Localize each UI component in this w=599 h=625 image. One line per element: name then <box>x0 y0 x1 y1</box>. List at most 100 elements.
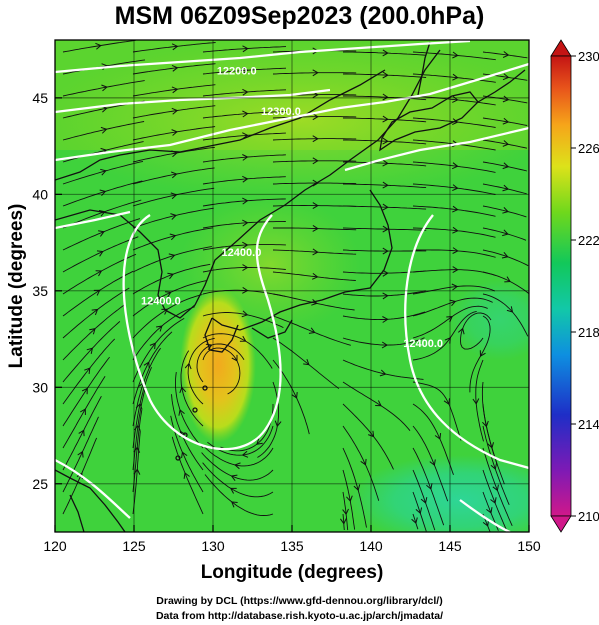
streamline-arrow <box>457 327 465 335</box>
y-tick-label: 25 <box>32 476 48 492</box>
wind-streamlines <box>62 40 529 532</box>
streamline <box>342 403 394 470</box>
streamline <box>342 381 411 431</box>
y-tick-label: 35 <box>32 283 48 299</box>
streamline <box>132 246 212 273</box>
streamline <box>272 138 357 141</box>
streamline <box>202 89 287 97</box>
streamline-arrow <box>143 361 150 369</box>
streamline-arrow <box>452 51 459 59</box>
streamline-arrow <box>492 484 499 492</box>
streamline-arrow <box>161 308 169 315</box>
coastlines <box>55 41 526 532</box>
streamline-arrow <box>502 95 510 103</box>
streamline-arrow <box>77 450 84 458</box>
streamline-arrow <box>167 272 175 280</box>
streamline <box>482 249 529 267</box>
streamline-arrow <box>312 113 319 121</box>
streamline-arrow <box>502 73 510 81</box>
streamline-arrow <box>100 168 107 176</box>
streamline-arrow <box>98 230 105 237</box>
credit-drawing: Drawing by DCL (https://www.gfd-dennou.o… <box>156 595 443 607</box>
streamline <box>62 141 144 163</box>
streamline-arrow <box>452 205 459 213</box>
streamline <box>412 227 496 238</box>
streamline <box>62 253 137 295</box>
streamline <box>273 227 357 231</box>
streamline <box>482 271 529 294</box>
colorbar-label: 210 <box>578 509 599 524</box>
streamline <box>62 160 144 185</box>
streamline-arrow <box>312 135 319 143</box>
colorbar-scale <box>550 55 572 517</box>
colorbar-label: 222 <box>578 233 599 248</box>
streamline-arrow <box>95 42 102 50</box>
streamline <box>343 51 427 56</box>
streamline-arrow <box>308 327 316 334</box>
streamline <box>412 73 496 83</box>
streamline <box>482 139 528 149</box>
streamline-arrow <box>242 264 249 272</box>
streamline-arrow <box>382 269 389 277</box>
streamline-arrow <box>504 276 511 283</box>
streamline <box>132 263 211 295</box>
streamline-arrow <box>171 86 179 94</box>
x-tick-label: 130 <box>201 538 225 554</box>
map-title: MSM 06Z09Sep2023 (200.0hPa) <box>114 2 485 30</box>
streamline-arrow <box>256 438 263 445</box>
streamline <box>202 333 273 369</box>
streamline-arrow <box>502 229 509 237</box>
streamline-arrow <box>353 484 361 492</box>
colorbar: 230 226 222 218 214 210 <box>550 39 599 533</box>
streamline <box>412 310 477 361</box>
streamline <box>132 167 215 185</box>
streamline-arrow <box>231 354 238 362</box>
streamline-arrow <box>502 117 510 125</box>
streamline-arrow <box>501 251 509 259</box>
streamline-arrow <box>472 398 480 405</box>
streamline-arrow <box>100 126 108 134</box>
streamline-arrow <box>95 270 103 277</box>
streamline-arrow <box>241 450 249 458</box>
streamline-arrow <box>312 224 319 232</box>
streamline-arrow <box>242 241 249 249</box>
streamline-arrow <box>486 507 493 514</box>
streamline <box>482 425 510 505</box>
colorbar-label: 218 <box>578 325 599 340</box>
streamline <box>132 331 173 405</box>
streamline <box>272 249 357 255</box>
streamline <box>132 306 195 361</box>
streamline <box>342 227 427 231</box>
streamline-arrow <box>242 175 249 183</box>
streamline <box>342 183 427 189</box>
streamline-arrow <box>171 107 179 115</box>
streamline <box>412 513 419 530</box>
streamline <box>132 227 214 251</box>
streamline <box>132 347 161 427</box>
streamline-arrow <box>482 520 490 527</box>
streamline-arrow <box>446 316 453 323</box>
streamline <box>343 117 427 123</box>
streamline <box>412 403 454 475</box>
streamline-arrow <box>242 197 249 205</box>
streamline <box>482 469 507 530</box>
streamline-arrow <box>490 497 497 504</box>
streamline <box>412 269 496 276</box>
streamline <box>132 294 203 339</box>
streamline <box>343 139 427 145</box>
streamline-arrow <box>452 184 459 192</box>
streamline <box>132 42 216 53</box>
streamline <box>202 154 286 163</box>
streamline-arrow <box>133 468 141 475</box>
streamline <box>62 304 126 361</box>
streamline <box>342 205 427 210</box>
credit-data-source: Data from http://database.rish.kyoto-u.a… <box>155 610 444 622</box>
streamline-arrow <box>346 495 353 503</box>
streamline-arrow <box>382 71 389 79</box>
streamline-arrow <box>434 433 442 440</box>
streamline-arrow <box>449 299 457 307</box>
streamline <box>132 63 216 75</box>
streamline <box>482 403 505 485</box>
streamline-arrow <box>506 306 514 313</box>
colorbar-label: 230 <box>578 49 599 64</box>
